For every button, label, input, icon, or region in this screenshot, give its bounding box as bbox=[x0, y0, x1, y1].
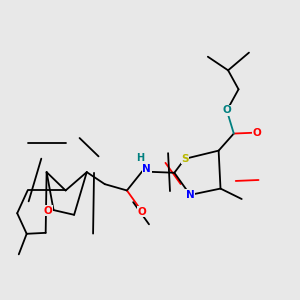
Text: H: H bbox=[136, 153, 144, 163]
Text: N: N bbox=[186, 190, 194, 200]
Text: O: O bbox=[252, 128, 261, 138]
Text: O: O bbox=[44, 206, 52, 216]
Text: N: N bbox=[142, 164, 151, 174]
Text: O: O bbox=[223, 106, 231, 116]
Text: O: O bbox=[138, 207, 146, 217]
Text: S: S bbox=[181, 154, 188, 164]
